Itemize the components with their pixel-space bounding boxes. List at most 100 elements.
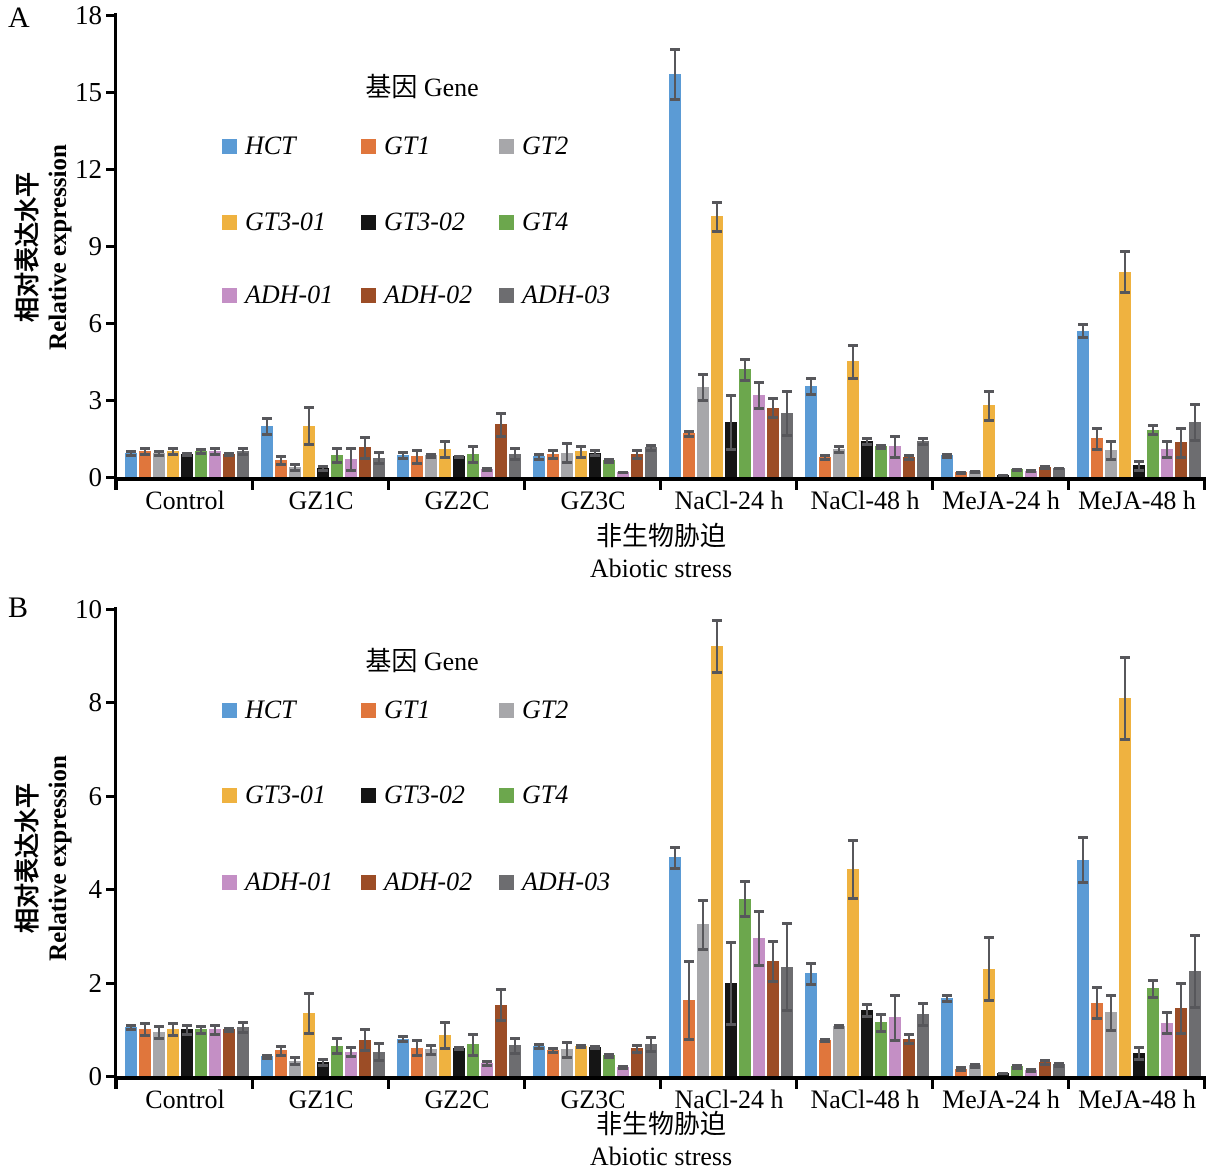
error-bar-cap-bottom [576, 1046, 586, 1050]
error-bar-ADH-02-GZ3C [636, 448, 638, 460]
error-bar-HCT-GZ3C [538, 452, 540, 461]
panel-b-y-tick [106, 608, 115, 611]
error-bar-GT1-MeJA-48 h [1096, 986, 1098, 1020]
error-bar-cap-bottom [224, 453, 234, 457]
bar-ADH-01-Control [209, 1029, 221, 1076]
bar-ADH-03-GZ1C [373, 1051, 385, 1076]
error-bar-GT1-GZ1C [280, 455, 282, 466]
error-bar-cap-top [1078, 322, 1088, 326]
error-bar-cap-top [726, 393, 736, 397]
error-bar-cap-top [956, 1066, 966, 1070]
bar-ADH-02-NaCl-24 h [767, 407, 779, 477]
error-bar-cap-bottom [332, 460, 342, 464]
error-bar-cap-top [1162, 1011, 1172, 1015]
error-bar-ADH-03-GZ1C [378, 1042, 380, 1062]
error-bar-cap-bottom [740, 378, 750, 382]
error-bar-cap-top [140, 1022, 150, 1026]
error-bar-cap-top [426, 1043, 436, 1047]
error-bar-cap-top [576, 444, 586, 448]
panel-a-x-tick [659, 481, 662, 490]
panel-a-y-tick [106, 13, 115, 17]
legend-label-ADH-02: ADH-02 [384, 280, 473, 309]
error-bar-cap-top [154, 449, 164, 453]
bar-GT3-02-Control [181, 1029, 193, 1076]
error-bar-cap-top [1078, 836, 1088, 840]
panel-a-category-label: MeJA-48 h [1078, 486, 1196, 515]
bar-GT4-GZ2C [467, 1044, 479, 1076]
legend-swatch-GT2 [499, 139, 514, 154]
legend-swatch-GT2 [499, 703, 514, 718]
bar-GT3-01-NaCl-48 h [847, 361, 859, 477]
panel-b-x-axis-title-zh: 非生物胁迫 [595, 1110, 726, 1139]
panel-a-category-label: GZ1C [288, 486, 354, 515]
error-bar-cap-top [1012, 1063, 1022, 1067]
error-bar-cap-bottom [318, 468, 328, 472]
bar-GT1-NaCl-24 h [683, 433, 695, 477]
error-bar-cap-bottom [1078, 336, 1088, 340]
panel-a-legend-title: 基因 Gene [365, 73, 479, 102]
panel-a-category-label: GZ3C [560, 486, 626, 515]
error-bar-cap-bottom [196, 1031, 206, 1035]
error-bar-cap-top [698, 373, 708, 377]
error-bar-GT3-02-MeJA-48 h [1138, 460, 1140, 471]
error-bar-ADH-03-Control [242, 1021, 244, 1033]
error-bar-GT3-01-GZ1C [308, 406, 310, 445]
bar-GT4-GZ3C [603, 460, 615, 477]
error-bar-cap-bottom [154, 1036, 164, 1040]
error-bar-cap-top [412, 1039, 422, 1043]
error-bar-GT2-MeJA-48 h [1110, 993, 1112, 1032]
error-bar-cap-bottom [698, 399, 708, 403]
error-bar-cap-bottom [290, 1063, 300, 1067]
error-bar-cap-top [942, 452, 952, 456]
bar-ADH-02-GZ1C [359, 1039, 371, 1076]
panel-b-y-tick [106, 981, 115, 985]
legend-label-GT3-02: GT3-02 [384, 780, 465, 809]
bar-GT2-MeJA-48 h [1105, 1012, 1117, 1076]
legend-swatch-GT1 [361, 703, 376, 718]
error-bar-cap-bottom [1078, 881, 1088, 885]
panel-a-x-tick [1203, 481, 1206, 490]
error-bar-cap-top [562, 442, 572, 446]
panel-a-x-tick [523, 481, 526, 490]
bar-HCT-Control [125, 1026, 137, 1076]
error-bar-cap-bottom [1106, 458, 1116, 462]
error-bar-ADH-01-Control [214, 1023, 216, 1035]
error-bar-cap-bottom [1162, 455, 1172, 459]
error-bar-cap-top [210, 1023, 220, 1027]
error-bar-cap-top [904, 1033, 914, 1037]
error-bar-cap-bottom [670, 97, 680, 101]
error-bar-cap-top [848, 838, 858, 842]
legend-label-GT2: GT2 [522, 131, 569, 160]
error-bar-cap-bottom [618, 1066, 628, 1070]
error-bar-cap-top [496, 988, 506, 992]
error-bar-cap-bottom [1026, 469, 1036, 473]
bar-GT2-MeJA-48 h [1105, 450, 1117, 477]
bar-GT2-GZ2C [425, 455, 437, 477]
error-bar-HCT-GZ2C [402, 1035, 404, 1042]
error-bar-GT3-02-NaCl-48 h [866, 437, 868, 445]
error-bar-cap-top [754, 910, 764, 914]
legend-swatch-ADH-01 [222, 875, 237, 890]
error-bar-cap-top [834, 444, 844, 448]
error-bar-cap-bottom [782, 1009, 792, 1013]
bar-ADH-01-MeJA-48 h [1161, 1022, 1173, 1076]
error-bar-cap-bottom [890, 455, 900, 459]
error-bar-GT2-Control [158, 449, 160, 456]
error-bar-cap-top [712, 201, 722, 205]
error-bar-cap-bottom [646, 1050, 656, 1054]
error-bar-GT1-NaCl-24 h [688, 429, 690, 438]
error-bar-GT2-GZ3C [566, 1040, 568, 1058]
legend-label-ADH-02: ADH-02 [384, 867, 473, 896]
error-bar-GT4-NaCl-24 h [744, 879, 746, 918]
legend-label-ADH-03: ADH-03 [522, 867, 611, 896]
error-bar-cap-bottom [140, 453, 150, 457]
legend-label-GT1: GT1 [384, 131, 431, 160]
error-bar-cap-top [670, 845, 680, 849]
bar-GT3-02-GZ2C [453, 1047, 465, 1076]
error-bar-ADH-03-GZ2C [514, 447, 516, 461]
error-bar-cap-bottom [168, 453, 178, 457]
bar-ADH-01-NaCl-48 h [889, 1017, 901, 1076]
error-bar-HCT-Control [130, 449, 132, 456]
panel-a-label: A [8, 1, 30, 34]
error-bar-cap-top [276, 455, 286, 459]
